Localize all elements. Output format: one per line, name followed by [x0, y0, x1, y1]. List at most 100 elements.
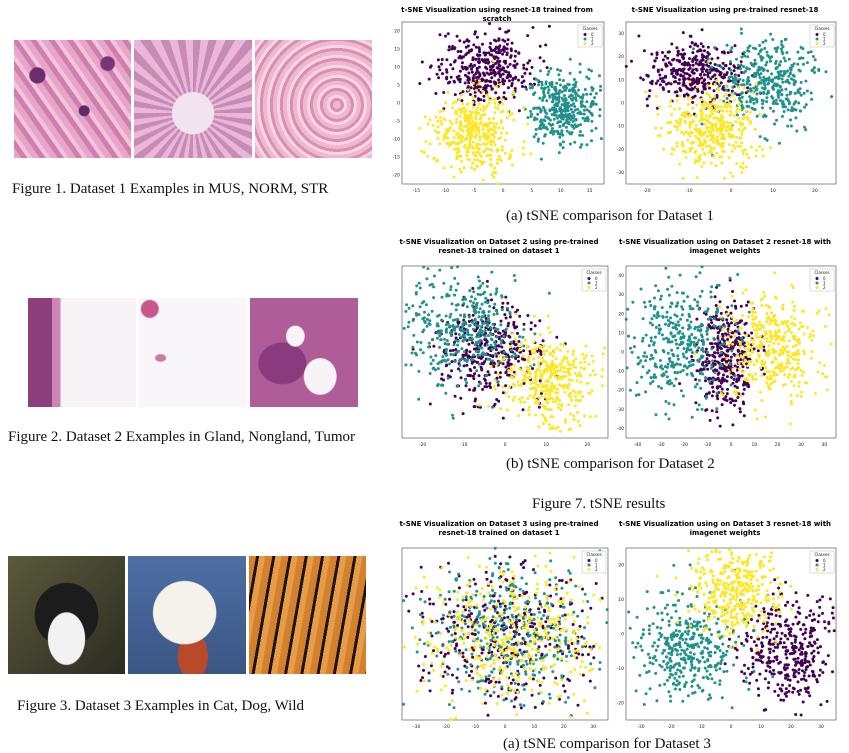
data-point-class-1: [779, 85, 782, 88]
data-point-class-0: [494, 48, 497, 51]
data-point-class-2: [506, 409, 509, 412]
data-point-class-2: [792, 358, 795, 361]
data-point-class-0: [730, 398, 733, 401]
data-point-class-0: [515, 615, 518, 618]
data-point-class-0: [719, 329, 722, 332]
data-point-class-2: [765, 370, 768, 373]
data-point-class-2: [491, 173, 494, 176]
data-point-class-1: [706, 338, 709, 341]
data-point-class-1: [477, 315, 480, 318]
data-point-class-1: [450, 285, 453, 288]
data-point-class-2: [725, 129, 728, 132]
data-point-class-0: [471, 287, 474, 290]
data-point-class-1: [764, 39, 767, 42]
x-tick-label: -20: [681, 442, 688, 448]
data-point-class-0: [727, 80, 730, 83]
data-point-class-0: [523, 72, 526, 75]
data-point-class-0: [677, 50, 680, 53]
data-point-class-0: [506, 65, 509, 68]
data-point-class-2: [544, 418, 547, 421]
data-point-class-1: [555, 82, 558, 85]
data-point-class-2: [760, 362, 763, 365]
data-point-class-1: [734, 75, 737, 78]
data-point-class-0: [482, 72, 485, 75]
data-point-class-0: [643, 49, 646, 52]
data-point-class-0: [722, 374, 725, 377]
data-point-class-0: [515, 626, 518, 629]
data-point-class-1: [696, 341, 699, 344]
data-point-class-2: [569, 396, 572, 399]
data-point-class-2: [755, 149, 758, 152]
legend-marker-0: [588, 277, 591, 280]
data-point-class-0: [731, 90, 734, 93]
data-point-class-1: [553, 118, 556, 121]
data-point-class-1: [765, 100, 768, 103]
data-point-class-0: [509, 63, 512, 66]
data-point-class-1: [781, 115, 784, 118]
data-point-class-1: [740, 32, 743, 35]
data-point-class-2: [490, 139, 493, 142]
data-point-class-1: [758, 68, 761, 71]
data-point-class-1: [664, 400, 667, 403]
data-point-class-2: [694, 150, 697, 153]
data-point-class-2: [775, 350, 778, 353]
data-point-class-1: [749, 88, 752, 91]
data-point-class-2: [554, 427, 557, 430]
data-point-class-2: [591, 355, 594, 358]
data-point-class-0: [630, 60, 633, 63]
data-point-class-1: [689, 321, 692, 324]
data-point-class-2: [790, 400, 793, 403]
data-point-class-1: [477, 354, 480, 357]
data-point-class-1: [590, 86, 593, 89]
data-point-class-1: [455, 289, 458, 292]
data-point-class-1: [419, 305, 422, 308]
data-point-class-2: [546, 370, 549, 373]
data-point-class-1: [734, 92, 737, 95]
data-point-class-2: [442, 138, 445, 141]
data-point-class-0: [486, 72, 489, 75]
data-point-class-1: [705, 395, 708, 398]
data-point-class-1: [730, 46, 733, 49]
data-point-class-2: [476, 143, 479, 146]
data-point-class-1: [662, 316, 665, 319]
data-point-class-2: [478, 135, 481, 138]
data-point-class-1: [478, 346, 481, 349]
data-point-class-2: [496, 363, 499, 366]
data-point-class-2: [439, 116, 442, 119]
data-point-class-1: [453, 294, 456, 297]
data-point-class-0: [592, 656, 595, 659]
legend-marker-1: [816, 282, 819, 285]
data-point-class-2: [550, 408, 553, 411]
data-point-class-1: [585, 143, 588, 146]
data-point-class-2: [740, 141, 743, 144]
data-point-class-0: [474, 583, 477, 586]
data-point-class-2: [755, 83, 758, 86]
data-point-class-1: [719, 344, 722, 347]
data-point-class-2: [591, 389, 594, 392]
data-point-class-2: [816, 371, 819, 374]
data-point-class-1: [807, 51, 810, 54]
data-point-class-1: [735, 58, 738, 61]
data-point-class-1: [469, 300, 472, 303]
data-point-class-0: [466, 374, 469, 377]
data-point-class-0: [515, 349, 518, 352]
data-point-class-0: [646, 98, 649, 101]
data-point-class-1: [701, 290, 704, 293]
data-point-class-0: [504, 578, 507, 581]
data-point-class-1: [407, 325, 410, 328]
data-point-class-2: [527, 370, 530, 373]
data-point-class-1: [481, 330, 484, 333]
y-tick-label: 10: [618, 77, 624, 83]
data-point-class-1: [543, 119, 546, 122]
data-point-class-1: [525, 88, 528, 91]
data-point-class-2: [673, 148, 676, 151]
data-point-class-2: [522, 374, 525, 377]
data-point-class-0: [718, 371, 721, 374]
data-point-class-1: [741, 96, 744, 99]
x-tick-label: 20: [775, 442, 781, 448]
data-point-class-2: [458, 168, 461, 171]
data-point-class-0: [474, 30, 477, 33]
data-point-class-0: [544, 44, 547, 47]
data-point-class-0: [743, 388, 746, 391]
data-point-class-1: [668, 402, 671, 405]
